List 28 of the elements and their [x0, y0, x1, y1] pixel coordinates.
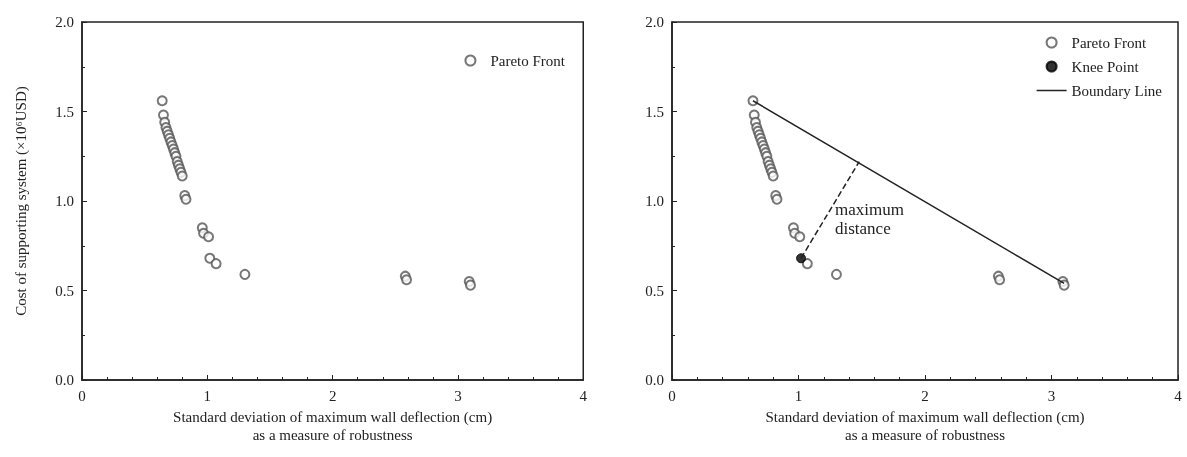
x-tick-label: 3: [454, 387, 462, 404]
legend-label: Knee Point: [1071, 58, 1140, 75]
x-axis-title: Standard deviation of maximum wall deflection (cm) as a measure of robustness: [173, 408, 493, 443]
x-tick-label: 3: [1047, 387, 1056, 404]
y-tick-label: 0.0: [55, 372, 74, 388]
legend-label: Pareto Front: [1071, 34, 1148, 51]
x-tick-label: 2: [328, 387, 337, 404]
y-tick-label: 2.0: [55, 14, 74, 30]
y-tick-label: 2.0: [645, 14, 664, 30]
y-tick-label: 1.0: [645, 193, 664, 209]
y-tick-label: 1.0: [55, 193, 74, 209]
y-tick-label: 1.5: [55, 103, 74, 120]
x-tick-label: 4: [1174, 387, 1183, 404]
y-tick-label: 1.5: [645, 103, 664, 120]
x-tick-label: 0: [78, 387, 86, 404]
legend-label: Pareto Front: [490, 52, 566, 69]
y-tick-label: 0.0: [645, 372, 664, 388]
annotation: maximum distance: [835, 200, 904, 238]
x-axis-title: Standard deviation of maximum wall deflection (cm) as a measure of robustness: [765, 408, 1085, 443]
x-tick-label: 1: [203, 387, 212, 404]
x-tick-label: 0: [668, 387, 676, 404]
legend-label: Boundary Line: [1071, 82, 1163, 99]
y-axis-title: Cost of supporting system (×10⁶USD): [13, 86, 30, 316]
x-tick-label: 1: [794, 387, 803, 404]
y-tick-label: 0.5: [55, 282, 74, 299]
x-tick-label: 4: [579, 387, 588, 404]
x-tick-label: 2: [921, 387, 929, 404]
y-tick-label: 0.5: [645, 282, 664, 299]
